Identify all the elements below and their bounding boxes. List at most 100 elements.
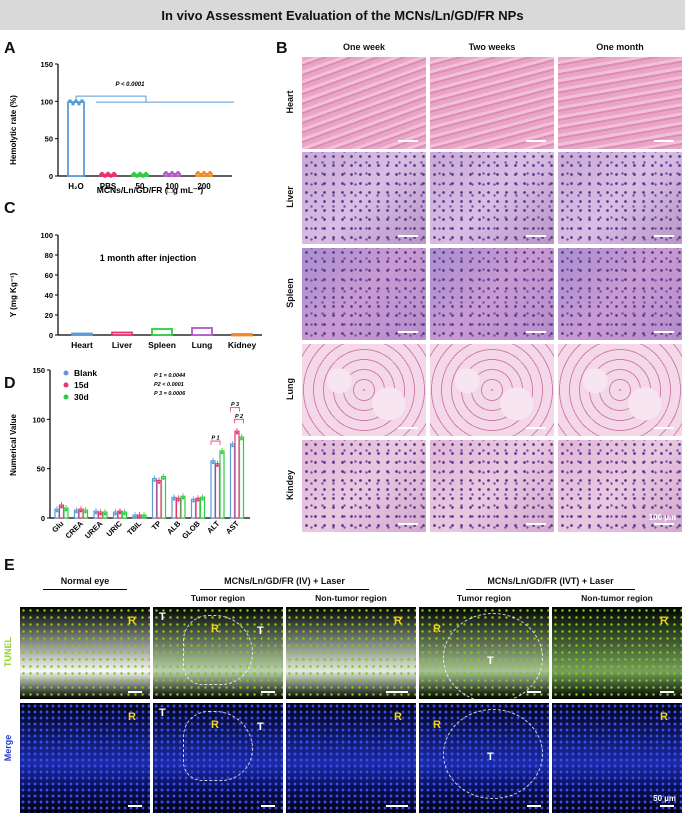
chart-c-bar xyxy=(191,327,213,336)
chart-a-point xyxy=(132,171,136,176)
chart-a-point xyxy=(80,99,84,103)
histology-image xyxy=(430,248,554,340)
chart-a-point xyxy=(164,170,168,175)
chart-d-point xyxy=(55,509,59,513)
chart-d-bar xyxy=(234,430,240,519)
chart-d-bar xyxy=(160,475,167,519)
chart-a-point xyxy=(103,174,107,178)
chart-d-stat-1: P 1 = 0.0044 xyxy=(154,373,185,379)
chart-d-point xyxy=(162,477,165,480)
fluorescence-sub-label: Tumor region xyxy=(190,593,246,603)
chart-d-point xyxy=(142,515,146,519)
chart-d-point xyxy=(192,499,195,503)
fluorescence-image: R xyxy=(286,703,416,813)
fluorescence-image: R xyxy=(286,607,416,699)
chart-d-bar xyxy=(238,436,245,519)
region-mark-t: T xyxy=(257,721,264,733)
chart-d-point xyxy=(138,515,141,519)
fluorescence-image: R xyxy=(552,607,682,699)
chart-d-point xyxy=(64,508,68,512)
region-mark-r: R xyxy=(660,615,668,627)
chart-d-xtick-label: ALT xyxy=(205,519,222,536)
chart-d-point xyxy=(220,451,224,455)
figure-title: In vivo Assessment Evaluation of the MCN… xyxy=(0,0,685,30)
scale-bar xyxy=(526,523,546,525)
scale-bar xyxy=(654,523,674,525)
chart-d-xtick-label: AST xyxy=(224,519,241,536)
region-mark-r: R xyxy=(394,615,402,627)
chart-c-xtick-label: Spleen xyxy=(148,340,176,350)
chart-a-point xyxy=(196,170,200,175)
chart-d: Numerical Value P 1 = 0.0044 P2 < 0.0001… xyxy=(9,366,250,541)
chart-d-ytick-label: 0 xyxy=(41,514,45,523)
chart-c-ytick-label: 20 xyxy=(45,311,53,320)
chart-a-point xyxy=(202,170,206,175)
chart-c-ytick-label: 100 xyxy=(40,231,53,240)
chart-d-legend-label: Blank xyxy=(74,368,97,378)
scale-bar xyxy=(654,427,674,429)
chart-d-point xyxy=(118,511,122,515)
scale-bar xyxy=(654,235,674,237)
chart-a-point xyxy=(77,101,81,106)
scale-bar xyxy=(526,140,546,142)
chart-d-ytick-label: 100 xyxy=(32,415,45,424)
histology-row-label: Kindey xyxy=(285,470,295,501)
chart-d-legend-label: 15d xyxy=(74,380,89,390)
chart-d-point xyxy=(99,512,102,516)
fluorescence-row-label: TUNEL xyxy=(3,637,13,667)
chart-a-point xyxy=(176,170,180,175)
histology-image xyxy=(302,344,426,436)
chart-a-point xyxy=(208,170,212,175)
chart-a-point xyxy=(106,171,110,176)
tumor-outline xyxy=(443,613,543,699)
scale-bar xyxy=(527,805,541,807)
histology-image xyxy=(558,248,682,340)
panel-label-a: A xyxy=(4,40,16,57)
chart-a-ytick-label: 100 xyxy=(40,97,53,106)
histology-column-label: One week xyxy=(342,42,386,52)
chart-a-ytick-label: 150 xyxy=(40,60,53,69)
chart-d-point xyxy=(60,505,63,509)
chart-c-ytick-label: 80 xyxy=(45,251,53,260)
chart-d-point xyxy=(84,510,87,514)
chart-d-xtick-label: UREA xyxy=(83,519,105,541)
scale-bar xyxy=(660,691,674,693)
chart-d-bar xyxy=(229,443,236,519)
chart-d-point xyxy=(196,498,200,502)
histology-image xyxy=(302,440,426,532)
chart-d-point xyxy=(181,496,185,500)
chart-d-xtick-label: Glu xyxy=(50,519,65,534)
scale-bar xyxy=(386,805,408,807)
scale-bar xyxy=(398,523,418,525)
chart-d-xtick-label: URIC xyxy=(105,519,125,539)
chart-a-point xyxy=(68,99,72,103)
histology-image xyxy=(430,440,554,532)
chart-a-point xyxy=(100,171,104,176)
histology-image xyxy=(302,152,426,244)
region-mark-r: R xyxy=(433,719,441,731)
chart-d-bar xyxy=(156,479,162,519)
chart-d-legend-label: 30d xyxy=(74,392,89,402)
fluorescence-group-label: MCNs/Ln/GD/FR (IV) + Laser xyxy=(224,576,345,586)
histology-image xyxy=(430,57,554,149)
chart-a-point xyxy=(144,171,148,176)
chart-d-point xyxy=(75,510,78,514)
scale-bar xyxy=(654,331,674,333)
region-mark-r: R xyxy=(394,711,402,723)
chart-a-bar xyxy=(67,101,85,177)
chart-d-bar xyxy=(151,477,158,519)
scale-bar xyxy=(526,427,546,429)
chart-a-xtick-label: H₂O xyxy=(68,182,84,191)
chart-c-bar xyxy=(151,328,173,336)
histology-image xyxy=(430,344,554,436)
chart-c-ytick-label: 40 xyxy=(45,291,53,300)
fluorescence-group-underline xyxy=(200,589,369,590)
fluorescence-group-underline xyxy=(43,589,127,590)
fluorescence-sub-label: Non-tumor region xyxy=(581,593,653,603)
chart-a-xtick-label: PBS xyxy=(100,182,117,191)
scale-label: 50 µm xyxy=(653,794,676,803)
chart-a-point xyxy=(74,99,78,103)
panel-label-b: B xyxy=(276,40,288,57)
chart-d-ytick-label: 50 xyxy=(37,465,45,474)
